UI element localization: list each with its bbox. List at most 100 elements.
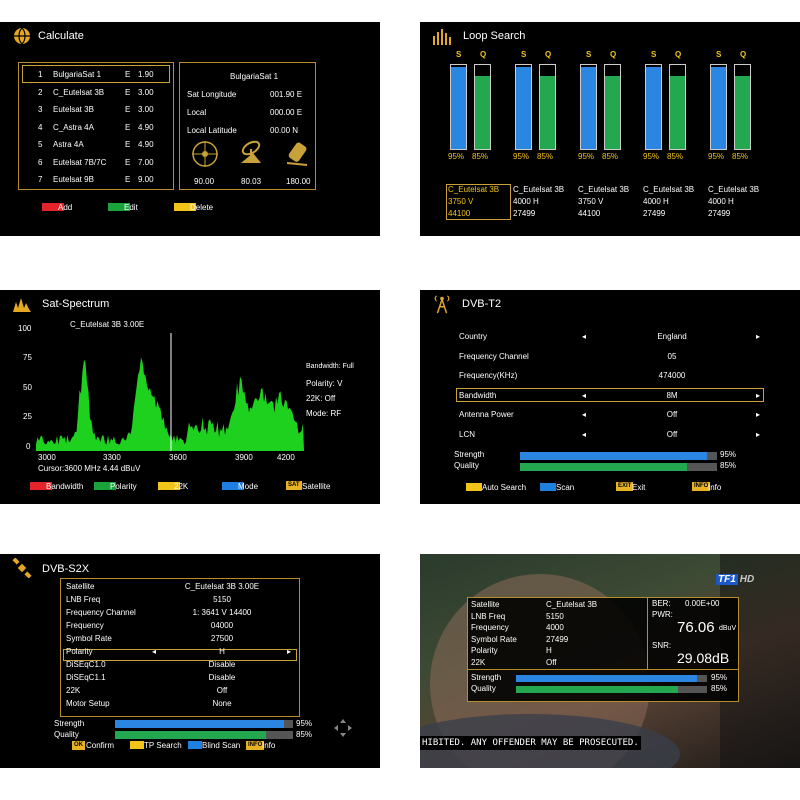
- left-arrow-icon[interactable]: ◂: [152, 647, 157, 656]
- setting-value[interactable]: Disable: [208, 673, 236, 682]
- blind-scan-button[interactable]: Blind Scan: [202, 741, 241, 750]
- y-tick: 50: [23, 383, 32, 392]
- bar-value: 95%: [513, 152, 530, 161]
- logo-text: TF1: [716, 574, 738, 585]
- list-item-name[interactable]: Eutelsat 9B: [53, 175, 94, 184]
- bar-header: Q: [480, 50, 487, 59]
- bar-fill: [581, 67, 596, 149]
- spectrum-plot: [36, 333, 304, 451]
- pwr-unit: dBuV: [719, 625, 737, 632]
- setting-value[interactable]: C_Eutelsat 3B 3.00E: [184, 582, 260, 591]
- tp-symbol-rate: 44100: [578, 209, 601, 218]
- snr-value: 29.08dB: [677, 650, 730, 666]
- setting-value[interactable]: Off: [666, 410, 678, 419]
- strength-bar: [520, 452, 717, 460]
- tp-satellite: C_Eutelsat 3B: [448, 185, 500, 194]
- setting-value[interactable]: England: [657, 332, 687, 341]
- x-tick: 3300: [103, 453, 121, 462]
- strength-value: 95%: [711, 673, 728, 682]
- auto-search-button[interactable]: Auto Search: [482, 483, 527, 492]
- right-arrow-icon[interactable]: ▸: [756, 390, 761, 400]
- list-item-name[interactable]: C_Eutelsat 3B: [53, 87, 105, 97]
- delete-button[interactable]: Delete: [190, 203, 214, 212]
- bar-fill: [516, 67, 531, 149]
- right-arrow-icon[interactable]: ▸: [287, 647, 292, 656]
- strength-bar: [450, 64, 467, 150]
- list-item-name[interactable]: Astra 4A: [53, 140, 84, 149]
- bar-fill: [540, 76, 555, 149]
- exit-button[interactable]: Exit: [632, 483, 646, 492]
- strength-label: Strength: [471, 673, 502, 682]
- left-arrow-icon[interactable]: ◂: [582, 332, 587, 341]
- right-arrow-icon[interactable]: ▸: [756, 332, 761, 341]
- strength-bar: [115, 720, 293, 728]
- list-item-name[interactable]: C_Astra 4A: [53, 122, 94, 132]
- confirm-button[interactable]: Confirm: [86, 741, 115, 750]
- setting-value[interactable]: H: [219, 647, 225, 656]
- setting-value[interactable]: None: [212, 699, 232, 708]
- satellite-list: [18, 62, 174, 190]
- angle-azimuth: 80.03: [241, 177, 262, 186]
- setting-value[interactable]: Off: [666, 429, 678, 439]
- info-value: 4000: [546, 623, 564, 632]
- setting-value[interactable]: 04000: [210, 621, 234, 630]
- tp-satellite: C_Eutelsat 3B: [643, 185, 695, 194]
- bar-fill: [646, 67, 661, 149]
- setting-value[interactable]: 5150: [213, 595, 231, 604]
- strength-bar: [580, 64, 597, 150]
- quality-bar: [734, 64, 751, 150]
- bar-fill: [475, 76, 490, 149]
- quality-bar: [115, 731, 293, 739]
- setting-label: Motor Setup: [66, 699, 110, 708]
- polarity-button[interactable]: Polarity: [110, 482, 137, 491]
- list-item-name[interactable]: Eutelsat 7B/7C: [53, 157, 107, 167]
- spectrum-trace: [36, 357, 304, 451]
- row-selection: [63, 649, 297, 661]
- bandwidth-button[interactable]: Bandwidth: [46, 482, 84, 491]
- setting-value[interactable]: Disable: [208, 660, 236, 669]
- strength-fill: [516, 675, 698, 682]
- left-arrow-icon[interactable]: ◂: [582, 410, 587, 419]
- info-button[interactable]: Info: [262, 741, 276, 750]
- snr-label: SNR:: [652, 641, 672, 650]
- info-label: Sat Longitude: [187, 90, 237, 99]
- y-tick: 100: [18, 324, 32, 333]
- list-item-dir: E: [125, 175, 131, 184]
- bar-header: Q: [675, 50, 682, 59]
- bar-header: Q: [740, 50, 747, 59]
- list-item-value: 3.00: [138, 87, 154, 97]
- bar-value: 85%: [732, 152, 749, 161]
- info-value: Off: [546, 657, 557, 667]
- satellite-button[interactable]: Satellite: [302, 482, 331, 491]
- 22k-button[interactable]: 22K: [174, 482, 189, 491]
- add-button[interactable]: Add: [58, 203, 73, 212]
- setting-value[interactable]: 27500: [210, 634, 234, 643]
- setting-value[interactable]: 8M: [666, 390, 678, 400]
- right-arrow-icon[interactable]: ▸: [756, 410, 761, 419]
- list-item-name[interactable]: Eutelsat 3B: [53, 105, 94, 114]
- globe-icon: [14, 27, 30, 45]
- page-title: DVB-T2: [462, 298, 502, 310]
- scan-button[interactable]: Scan: [556, 483, 575, 492]
- angle-polarization: 180.00: [286, 177, 311, 186]
- red-key: [30, 482, 52, 490]
- setting-value[interactable]: Off: [216, 686, 228, 695]
- 22k-status: 22K: Off: [306, 394, 336, 403]
- ok-key: OK: [72, 741, 85, 750]
- strength-bar: [515, 64, 532, 150]
- list-item-name[interactable]: BulgariaSat 1: [53, 70, 102, 79]
- setting-label: DiSEqC1.1: [66, 673, 106, 682]
- left-arrow-icon[interactable]: ◂: [582, 390, 587, 400]
- setting-value[interactable]: 05: [667, 351, 677, 361]
- mode-button[interactable]: Mode: [238, 482, 259, 491]
- left-arrow-icon[interactable]: ◂: [582, 429, 587, 439]
- setting-value[interactable]: 1: 3641 V 14400: [192, 608, 252, 617]
- info-button[interactable]: Info: [708, 483, 722, 492]
- list-item-value: 7.00: [138, 157, 154, 167]
- info-value: 00.00 N: [270, 126, 299, 135]
- edit-button[interactable]: Edit: [124, 203, 138, 212]
- right-arrow-icon[interactable]: ▸: [756, 429, 761, 439]
- bar-value: 85%: [537, 152, 554, 161]
- setting-value[interactable]: 474000: [658, 371, 686, 380]
- tp-search-button[interactable]: TP Search: [144, 741, 182, 750]
